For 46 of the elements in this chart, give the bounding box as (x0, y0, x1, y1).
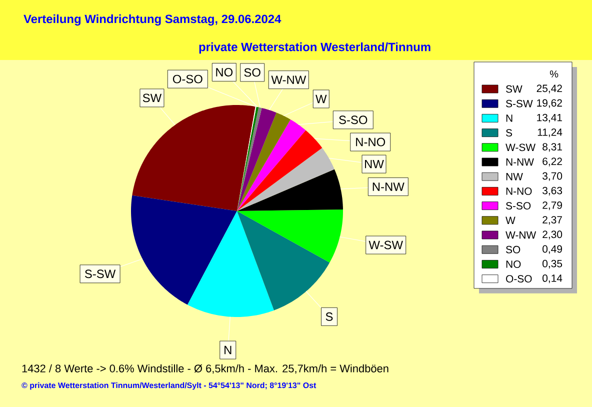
slice-label: W (316, 94, 327, 104)
data-label: 6,22 (542, 158, 562, 166)
data-label: 13,41 (537, 114, 562, 123)
data-label: 3,63 (542, 186, 562, 196)
legend-label: NW (506, 173, 523, 180)
legend-label: S (506, 129, 512, 137)
slice-label: SO (244, 68, 260, 77)
slice-label: W-SW (368, 240, 403, 250)
data-label: 19,62 (537, 99, 562, 108)
legend-label: W-NW (506, 231, 536, 239)
data-label: 8,31 (542, 143, 562, 152)
data-label: 3,70 (542, 172, 562, 181)
legend-title: % (550, 70, 558, 78)
slice-label: S-SW (84, 270, 116, 278)
slice-label: S (326, 312, 333, 321)
legend-label: S-SO (506, 202, 531, 210)
data-label: 2,37 (542, 216, 562, 225)
slice-label: NW (365, 160, 384, 168)
slice-label: NO (216, 68, 233, 76)
data-label: 0,35 (542, 260, 562, 269)
legend-label: O-SO (506, 275, 532, 283)
slice-label: N-NW (372, 182, 404, 191)
legend-label: S-SW (506, 100, 533, 108)
slice-label: N-NO (356, 138, 386, 146)
legend-label: N-NW (506, 158, 534, 166)
data-label: 25,42 (536, 84, 562, 94)
legend-label: NO (506, 260, 521, 268)
legend-label: SW (506, 85, 522, 93)
chart-subtitle: private Wetterstation Westerland/Tinnum (199, 42, 430, 54)
slice-label: N (224, 346, 232, 354)
chart-title: Verteilung Windrichtung Samstag, 29.06.2024 (24, 14, 282, 26)
slice-label: W-NW (271, 76, 306, 84)
slice-label: O-SO (172, 74, 202, 84)
legend-label: SO (506, 246, 520, 254)
legend-label: N (506, 114, 512, 122)
data-label: 2,79 (542, 201, 562, 210)
legend-label: W (506, 216, 516, 224)
slice-label: S-SO (339, 116, 368, 124)
data-label: 0,14 (542, 274, 562, 284)
data-label: 0,49 (542, 245, 562, 254)
data-label: 2,30 (542, 230, 562, 240)
legend-label: W-SW (506, 144, 536, 152)
slice-label: SW (142, 94, 162, 102)
data-label: 11,24 (538, 128, 562, 138)
legend-label: N-NO (506, 188, 532, 195)
text: 1432 / 8 Werte -> 0.6% Windstille - Ø 6,5km/h - Max. 25,7km/h = Windböen (22, 364, 388, 374)
